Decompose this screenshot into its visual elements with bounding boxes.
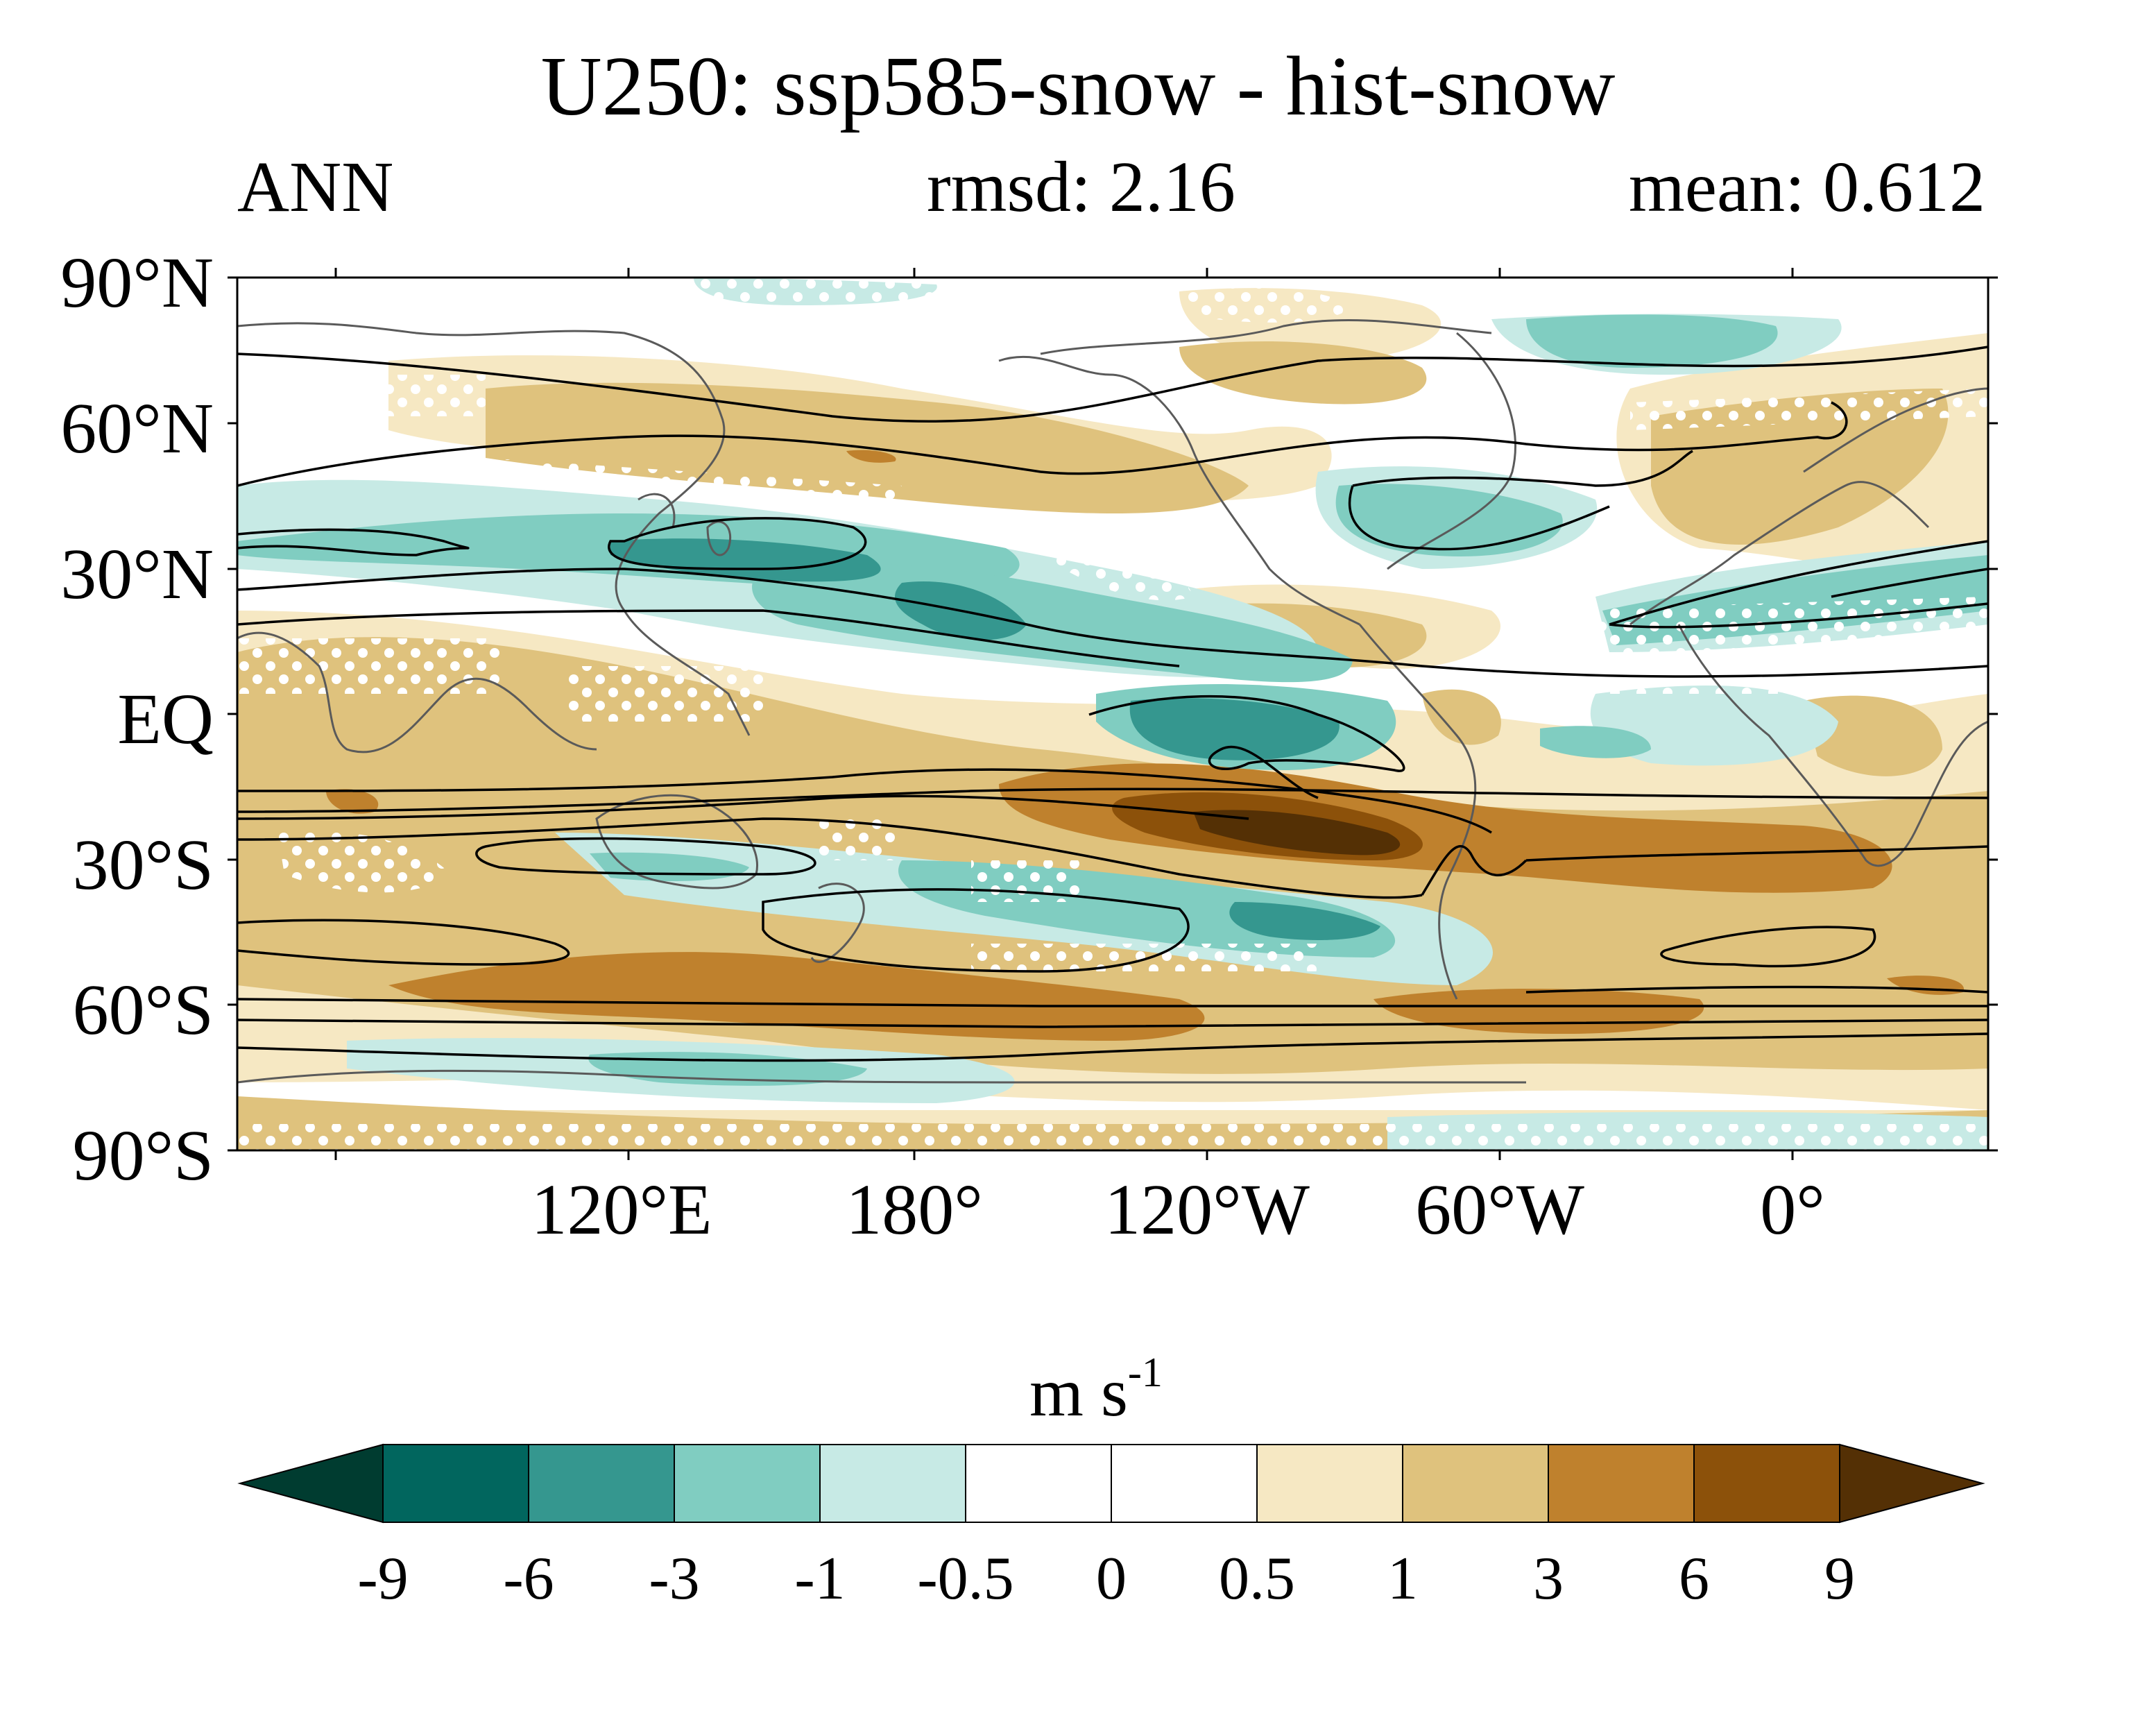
lon-label-120w: 120°W (1104, 1170, 1310, 1250)
lat-label-90n: 90°N (60, 243, 214, 323)
colorbar-level-label: -6 (503, 1545, 554, 1612)
colorbar-under-triangle (237, 1443, 384, 1524)
lat-label-eq: EQ (117, 679, 214, 759)
colorbar-level-label: 6 (1679, 1545, 1709, 1612)
lat-label-30n: 30°N (60, 534, 214, 614)
lon-label-120e: 120°E (531, 1170, 712, 1250)
climatology-contours (237, 346, 1988, 1062)
colorbar-box (819, 1444, 966, 1523)
lat-label-60n: 60°N (60, 389, 214, 468)
colorbar-box (1693, 1444, 1840, 1523)
colorbar-box (528, 1444, 675, 1523)
mean-label: mean: 0.612 (1628, 147, 1985, 227)
colorbar-box (674, 1444, 821, 1523)
lon-label-180: 180° (846, 1170, 983, 1250)
colorbar (237, 1443, 1985, 1524)
colorbar-level-label: 1 (1387, 1545, 1418, 1612)
colorbar-level-label: 0 (1096, 1545, 1127, 1612)
rmsd-label: rmsd: 2.16 (927, 147, 1235, 227)
colorbar-box (1402, 1444, 1549, 1523)
colorbar-level-label: -1 (794, 1545, 846, 1612)
colorbar-units: m s-1 (957, 1352, 1235, 1427)
lat-label-60s: 60°S (72, 970, 214, 1050)
map-title: U250: ssp585-snow - hist-snow (540, 40, 1616, 133)
anomaly-positive-extreme (1193, 810, 1401, 855)
colorbar-over-triangle (1839, 1443, 1985, 1524)
lat-label-90s: 90°S (72, 1116, 214, 1195)
colorbar-level-label: -9 (357, 1545, 409, 1612)
colorbar-box (1111, 1444, 1258, 1523)
season-label: ANN (237, 147, 394, 227)
colorbar-box (1548, 1444, 1695, 1523)
units-base: m s (1029, 1354, 1128, 1431)
colorbar-box (1256, 1444, 1403, 1523)
colorbar-level-label: 9 (1824, 1545, 1855, 1612)
colorbar-box (382, 1444, 529, 1523)
significance-stipple (237, 278, 1988, 1150)
colorbar-box (965, 1444, 1112, 1523)
colorbar-level-label: -0.5 (917, 1545, 1014, 1612)
colorbar-level-label: 3 (1533, 1545, 1564, 1612)
lon-label-0: 0° (1760, 1170, 1825, 1250)
colorbar-level-label: 0.5 (1219, 1545, 1295, 1612)
lat-label-30s: 30°S (72, 825, 214, 905)
axis-ticks (228, 268, 1998, 1160)
colorbar-level-label: -3 (649, 1545, 700, 1612)
lon-label-60w: 60°W (1415, 1170, 1584, 1250)
units-exponent: -1 (1127, 1349, 1163, 1395)
